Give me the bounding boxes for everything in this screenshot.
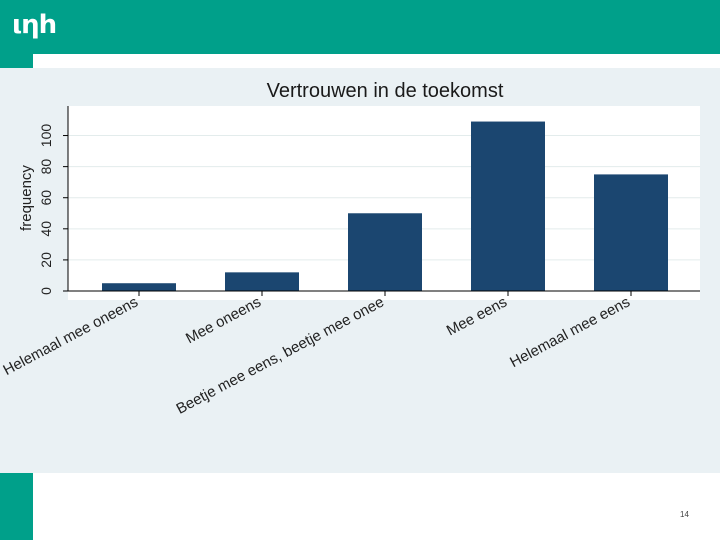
- x-tick-label: Beetje mee eens, beetje mee onee: [173, 294, 386, 418]
- brand-logo: ιηh: [12, 10, 57, 40]
- chart-panel: 0 20 40 60 80 100 Helemaal mee oneens Mee onee…: [0, 68, 720, 473]
- left-accent-strip-bottom: [0, 473, 33, 540]
- bar: [225, 272, 299, 291]
- page-number: 14: [680, 510, 689, 519]
- bar: [594, 174, 668, 291]
- y-tick-label: 60: [38, 190, 54, 206]
- x-tick-label: Mee eens: [444, 294, 510, 340]
- bar: [471, 121, 545, 291]
- y-tick-label: 100: [38, 124, 54, 148]
- bar: [348, 213, 422, 291]
- y-tick-label: 0: [38, 287, 54, 295]
- y-axis-label: frequency: [18, 165, 35, 231]
- y-tick-label: 40: [38, 221, 54, 237]
- bar-chart: 0 20 40 60 80 100 Helemaal mee oneens Mee onee…: [0, 80, 700, 418]
- y-ticks: 0 20 40 60 80 100: [38, 124, 68, 295]
- y-tick-label: 20: [38, 252, 54, 268]
- y-tick-label: 80: [38, 159, 54, 175]
- x-tick-label: Helemaal mee oneens: [0, 294, 141, 379]
- bar: [102, 283, 176, 291]
- header-bar: ιηh: [0, 0, 720, 54]
- x-tick-label: Mee oneens: [183, 294, 264, 348]
- x-tick-label: Helemaal mee eens: [507, 294, 633, 372]
- bars: [102, 121, 668, 291]
- chart-title: Vertrouwen in de toekomst: [267, 80, 504, 102]
- left-accent-strip-top: [0, 54, 33, 68]
